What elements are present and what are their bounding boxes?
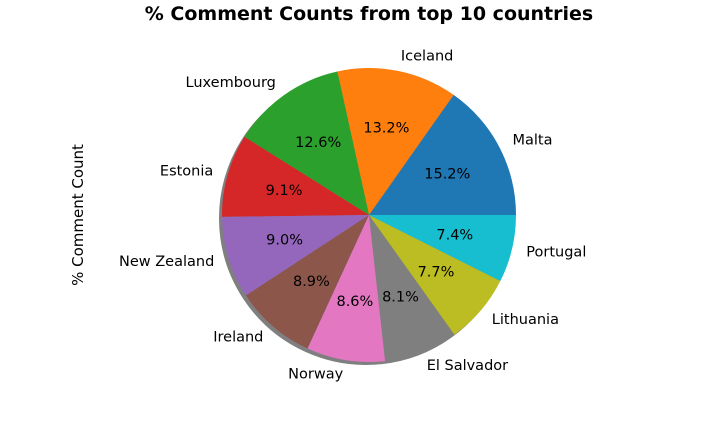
slice-percent-estonia: 9.1% [266,183,303,199]
pie-slice-malta [369,94,516,215]
pie-slices [221,67,516,363]
slice-percent-el-salvador: 8.1% [382,289,419,305]
y-axis-label: % Comment Count [69,144,87,286]
slice-percent-portugal: 7.4% [436,227,473,243]
slice-percent-new-zealand: 9.0% [266,233,303,249]
slice-percent-luxembourg: 12.6% [295,135,341,151]
pie-slice-el-salvador [369,215,455,362]
slice-label-lithuania: Lithuania [492,312,559,328]
slice-label-ireland: Ireland [213,330,263,346]
slice-percent-norway: 8.6% [336,294,373,310]
slice-label-new-zealand: New Zealand [119,254,214,270]
pie-slice-iceland [337,67,454,215]
pie-slice-ireland [245,215,369,349]
slice-label-estonia: Estonia [160,163,213,179]
chart-title: % Comment Counts from top 10 countries [145,3,593,25]
slice-label-norway: Norway [288,367,343,383]
slice-percent-malta: 15.2% [424,166,470,182]
slice-label-el-salvador: El Salvador [427,358,508,374]
pie-labels: Malta 15.2% Iceland 13.2% Luxembourg 12.6% Est… [119,49,586,383]
slice-percent-ireland: 8.9% [293,274,330,290]
slice-label-iceland: Iceland [401,49,453,65]
slice-label-malta: Malta [513,133,553,149]
pie-slice-lithuania [369,215,501,335]
pie-slice-estonia [221,136,369,217]
slice-percent-iceland: 13.2% [363,121,409,137]
pie-slice-luxembourg [244,71,369,215]
pie-slice-portugal [369,215,516,282]
pie-slice-new-zealand [222,215,369,296]
slice-label-portugal: Portugal [526,244,586,260]
pie-slice-norway [307,215,386,363]
slice-label-luxembourg: Luxembourg [186,75,276,91]
slice-percent-lithuania: 7.7% [418,264,455,280]
